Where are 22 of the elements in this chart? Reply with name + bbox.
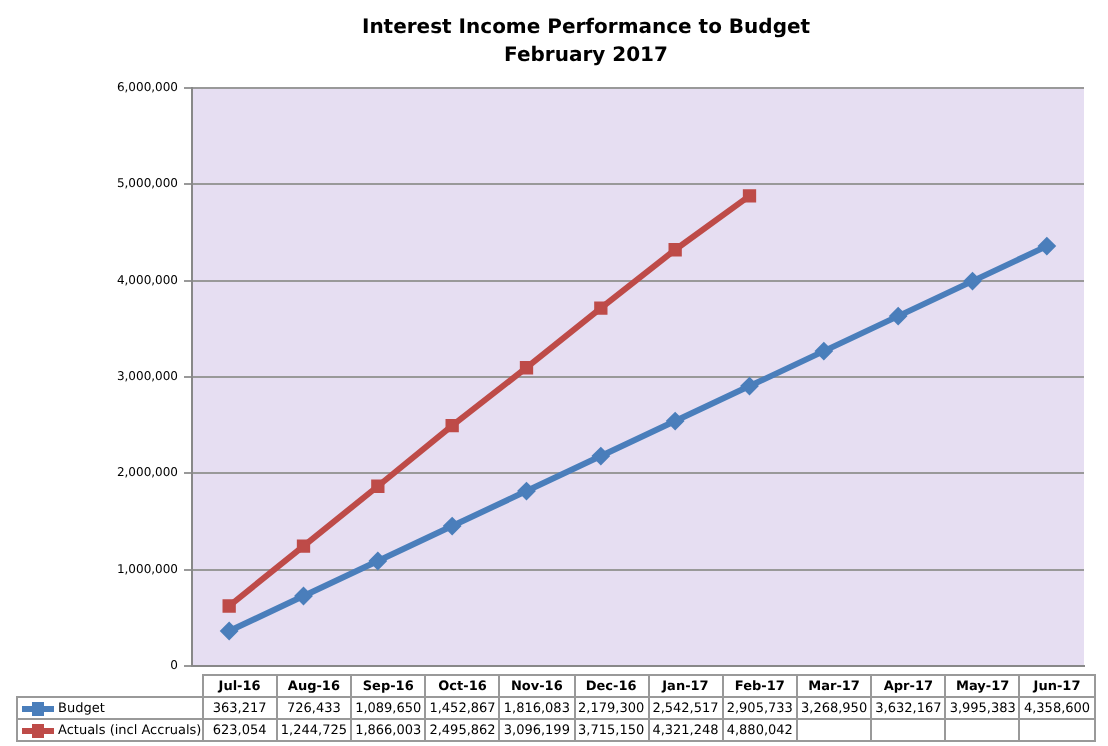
point	[591, 447, 610, 466]
point	[371, 479, 385, 493]
point	[220, 622, 239, 641]
point	[666, 412, 685, 431]
point	[294, 587, 313, 606]
point	[594, 301, 608, 315]
chart-title: Interest Income Performance to Budget	[361, 17, 811, 40]
point	[519, 361, 534, 375]
point	[889, 307, 908, 326]
point	[445, 418, 459, 433]
point	[963, 272, 982, 291]
point	[443, 517, 462, 536]
point	[742, 189, 757, 203]
point	[814, 342, 833, 361]
point	[517, 482, 536, 501]
point	[222, 599, 236, 613]
point	[1037, 237, 1056, 256]
point	[668, 243, 682, 257]
chart-subtitle: February 2017	[504, 45, 668, 68]
point	[296, 539, 311, 553]
point	[740, 377, 759, 396]
point	[368, 552, 387, 571]
